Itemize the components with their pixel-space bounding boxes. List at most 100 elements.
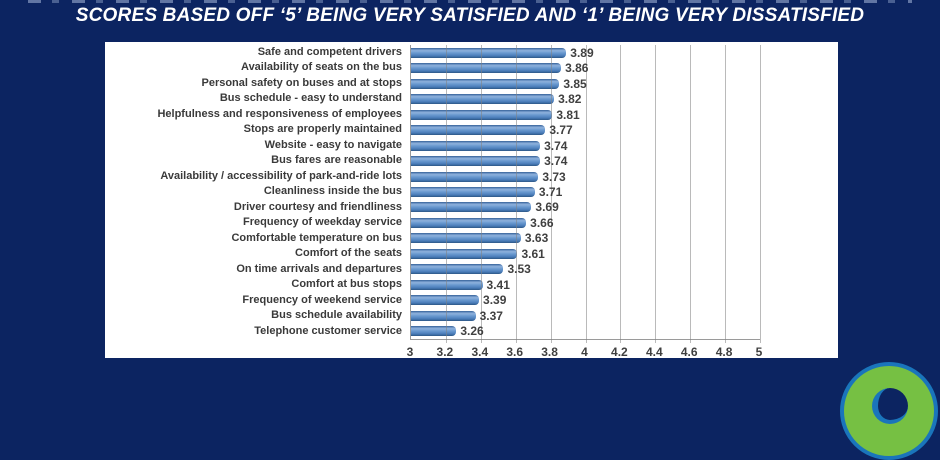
- bar: [411, 248, 518, 259]
- bar-row: 3.39: [411, 293, 760, 308]
- slide-subtitle: SCORES BASED OFF ‘5’ BEING VERY SATISFIE…: [75, 5, 865, 26]
- bar: [411, 310, 476, 321]
- gridline: [550, 45, 552, 343]
- x-tick-label: 4.2: [611, 345, 628, 359]
- category-label: Availability of seats on the bus: [241, 61, 402, 74]
- category-label: Comfort at bus stops: [291, 278, 402, 291]
- category-label: Bus schedule - easy to understand: [219, 92, 402, 105]
- x-axis: 3 3.2 3.4 3.6 3.8 4 4.2 4.4 4.6 4.8 5: [406, 343, 763, 359]
- bar-row: 3.74: [411, 138, 760, 153]
- bar-row: 3.26: [411, 324, 760, 339]
- gridline: [585, 45, 587, 343]
- bar-row: 3.71: [411, 184, 760, 199]
- bar-value-label: 3.81: [556, 107, 580, 122]
- bar-value-label: 3.41: [486, 277, 510, 292]
- category-label: Cleanliness inside the bus: [263, 185, 402, 198]
- bar: [411, 186, 535, 197]
- x-tick-label: 3.4: [471, 345, 489, 359]
- bar-value-label: 3.89: [570, 45, 594, 60]
- category-label: Comfort of the seats: [295, 247, 402, 260]
- category-label: Stops are properly maintained: [243, 123, 402, 136]
- bar-row: 3.66: [411, 215, 760, 230]
- gridline: [445, 45, 447, 343]
- bar-value-label: 3.61: [521, 246, 545, 261]
- gridline: [620, 45, 622, 343]
- bar: [411, 233, 521, 244]
- x-tick-label: 4.8: [715, 345, 733, 359]
- bar-value-label: 3.86: [565, 61, 589, 76]
- bar: [411, 156, 541, 167]
- bar-value-label: 3.26: [460, 324, 484, 339]
- category-label: Website - easy to navigate: [264, 138, 402, 151]
- category-label: Personal safety on buses and at stops: [201, 76, 402, 89]
- bar-row: 3.61: [411, 246, 760, 261]
- category-labels: Safe and competent drivers Availability o…: [105, 45, 406, 339]
- bar-value-label: 3.71: [538, 184, 563, 199]
- bar: [411, 78, 560, 89]
- transit-agency-logo: [840, 362, 938, 460]
- bar-value-label: 3.37: [479, 308, 503, 323]
- category-label: Helpfulness and responsiveness of employ…: [157, 107, 402, 120]
- x-tick-label: 3.8: [541, 345, 558, 359]
- gridline: [725, 45, 727, 343]
- x-tick-label: 3.6: [506, 345, 524, 359]
- bar-row: 3.77: [411, 122, 760, 137]
- category-label: Driver courtesy and friendliness: [233, 200, 402, 213]
- x-tick-label: 5: [755, 345, 763, 359]
- bar-value-label: 3.66: [530, 215, 554, 230]
- bar-value-label: 3.39: [483, 293, 507, 308]
- category-label: Telephone customer service: [254, 324, 402, 337]
- bar-value-label: 3.82: [558, 92, 582, 107]
- logo-hole-icon: [872, 388, 908, 424]
- x-tick-label: 4.4: [645, 345, 663, 359]
- category-label: Availability / accessibility of park-and…: [160, 169, 402, 182]
- category-label: Safe and competent drivers: [257, 46, 402, 58]
- bar: [411, 94, 555, 105]
- bar-value-label: 3.69: [535, 200, 559, 215]
- gridline: [515, 45, 517, 343]
- bar-value-label: 3.74: [544, 138, 568, 153]
- bar-value-label: 3.74: [544, 154, 568, 169]
- gridline: [690, 45, 692, 343]
- bar-row: 3.63: [411, 231, 760, 246]
- category-label: Bus schedule availability: [271, 309, 402, 322]
- bar-row: 3.85: [411, 76, 760, 91]
- bar: [411, 202, 532, 213]
- bar-value-label: 3.77: [549, 123, 573, 138]
- bar-row: 3.73: [411, 169, 760, 184]
- bar-row: 3.37: [411, 308, 760, 323]
- category-label: Frequency of weekend service: [242, 293, 402, 306]
- bar: [411, 217, 527, 228]
- bar: [411, 264, 504, 275]
- satisfaction-bar-chart: Safe and competent drivers Availability o…: [105, 42, 838, 359]
- bar-row: 3.53: [411, 262, 760, 277]
- bar-row: 3.86: [411, 60, 760, 75]
- bar-row: 3.89: [411, 45, 760, 60]
- category-label: Comfortable temperature on bus: [231, 231, 402, 244]
- presentation-slide: SCORES BASED OFF ‘5’ BEING VERY SATISFIE…: [28, 0, 938, 460]
- category-label: Bus fares are reasonable: [271, 154, 402, 167]
- bar-row: 3.74: [411, 153, 760, 168]
- plot-area: 3.89 3.86 3.85 3.82 3.81 3.77 3.74 3.74 3.73 3.71…: [410, 45, 761, 343]
- bar: [411, 125, 546, 136]
- bar: [411, 171, 539, 182]
- x-tick-label: 4.6: [680, 345, 698, 359]
- x-tick-label: 4: [581, 345, 588, 359]
- bar-value-label: 3.85: [563, 76, 587, 91]
- bar-value-label: 3.63: [524, 231, 549, 246]
- bar-value-label: 3.73: [542, 169, 566, 184]
- category-label: On time arrivals and departures: [236, 262, 402, 275]
- x-tick-label: 3.2: [436, 345, 454, 359]
- category-label: Frequency of weekday service: [243, 216, 402, 229]
- gridline: [480, 45, 482, 343]
- cutoff-title-remnant: [28, 0, 912, 3]
- bar: [411, 63, 562, 74]
- bar-row: 3.82: [411, 91, 760, 106]
- gridline: [760, 45, 761, 343]
- x-tick-label: 3: [406, 345, 414, 359]
- bar: [411, 295, 480, 306]
- bar: [411, 140, 541, 151]
- bar-row: 3.69: [411, 200, 760, 215]
- bar: [411, 47, 567, 58]
- bar: [411, 326, 457, 337]
